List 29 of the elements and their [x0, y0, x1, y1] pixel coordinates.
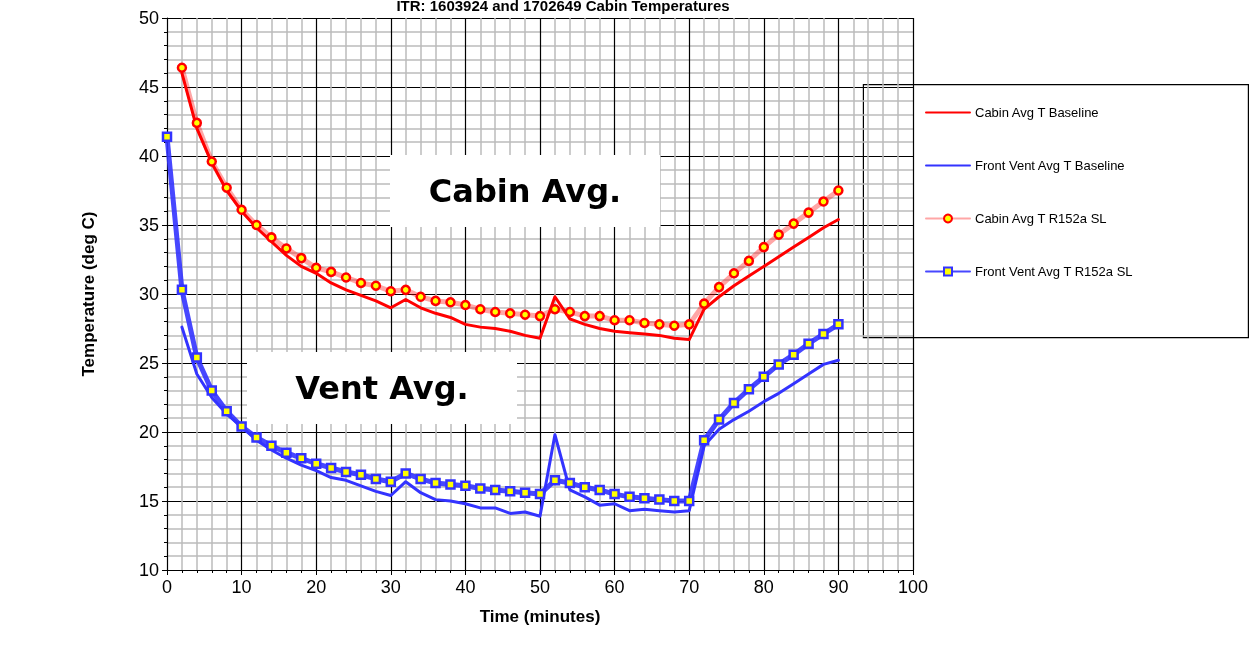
y-tick-label: 35	[138, 215, 159, 235]
x-tick-label: 90	[828, 577, 849, 597]
y-tick-label: 15	[138, 491, 159, 511]
legend-label: Front Vent Avg T Baseline	[975, 158, 1125, 173]
x-tick-label: 20	[306, 577, 327, 597]
x-tick-label: 100	[897, 577, 929, 597]
chart-title: ITR: 1603924 and 1702649 Cabin Temperatures	[396, 0, 730, 14]
y-tick-label: 25	[138, 353, 159, 373]
y-tick-label: 10	[138, 560, 159, 580]
x-tick-label: 80	[753, 577, 774, 597]
y-axis-title: Temperature (deg C)	[79, 211, 98, 377]
x-axis-title: Time (minutes)	[479, 607, 601, 626]
y-tick-label: 30	[138, 284, 159, 304]
y-tick-label: 20	[138, 422, 159, 442]
y-tick-label: 40	[138, 146, 159, 166]
annotation: Vent Avg.	[295, 369, 469, 407]
x-tick-label: 0	[161, 577, 173, 597]
y-tick-label: 50	[138, 8, 159, 28]
legend-label: Cabin Avg T Baseline	[975, 105, 1099, 120]
annotation: Cabin Avg.	[428, 172, 622, 210]
x-tick-label: 70	[679, 577, 700, 597]
y-tick-label: 45	[138, 77, 159, 97]
x-tick-label: 30	[380, 577, 401, 597]
x-tick-label: 50	[529, 577, 551, 597]
legend-label: Front Vent Avg T R152a SL	[975, 264, 1133, 279]
x-tick-label: 10	[231, 577, 252, 597]
x-tick-label: 40	[455, 577, 476, 597]
legend-label: Cabin Avg T R152a SL	[975, 211, 1107, 226]
x-tick-label: 60	[604, 577, 625, 597]
